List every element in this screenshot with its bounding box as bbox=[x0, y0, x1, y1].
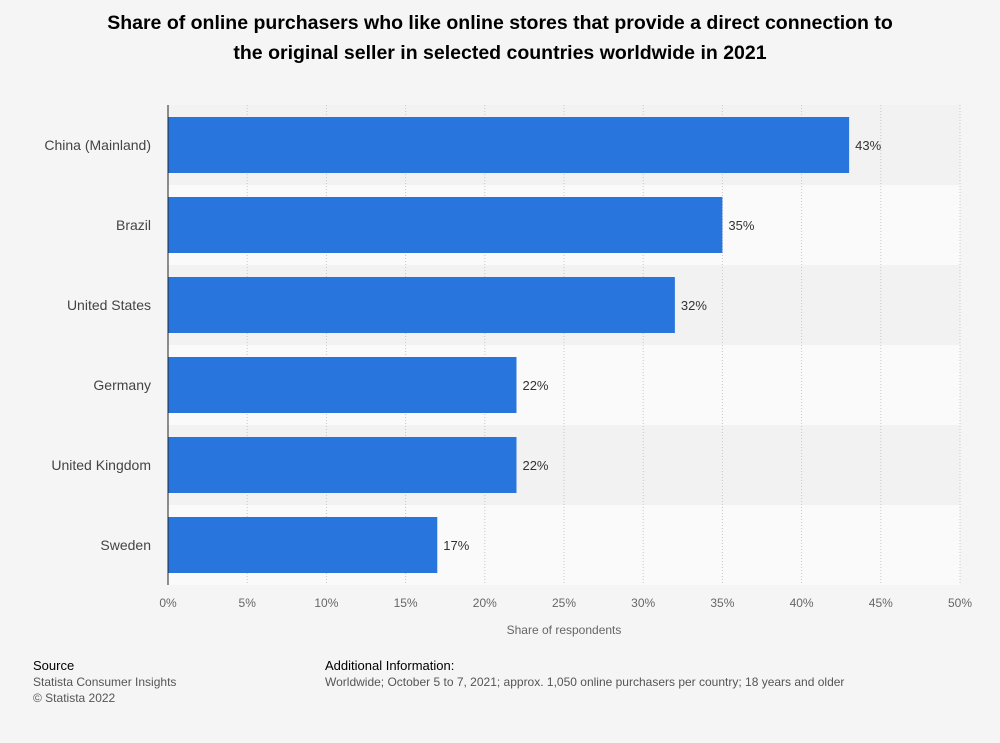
x-tick-label: 30% bbox=[631, 596, 655, 610]
x-tick-label: 0% bbox=[159, 596, 177, 610]
bar-value-label: 22% bbox=[522, 458, 548, 473]
category-label: Brazil bbox=[116, 217, 151, 233]
x-tick-label: 45% bbox=[869, 596, 893, 610]
x-tick-labels: 0% 5% 10% 15% 20% 25% 30% 35% 40% 45% 50% bbox=[159, 596, 972, 610]
bar[interactable] bbox=[168, 437, 517, 493]
category-label: United States bbox=[67, 297, 151, 313]
bars bbox=[168, 117, 850, 573]
bar[interactable] bbox=[168, 357, 517, 413]
chart-title-line-2: the original seller in selected countrie… bbox=[233, 42, 767, 64]
bar[interactable] bbox=[168, 117, 850, 173]
source-heading: Source bbox=[33, 658, 75, 673]
additional-info-text: Worldwide; October 5 to 7, 2021; approx.… bbox=[325, 675, 845, 689]
gridlines bbox=[246, 105, 961, 585]
x-tick-label: 5% bbox=[239, 596, 257, 610]
x-tick-label: 35% bbox=[710, 596, 734, 610]
source-block: Source Statista Consumer Insights © Stat… bbox=[33, 658, 176, 706]
source-line-1: Statista Consumer Insights bbox=[33, 675, 177, 689]
value-labels: 43% 35% 32% 22% 22% 17% bbox=[443, 138, 881, 553]
x-axis-label: Share of respondents bbox=[507, 623, 622, 637]
category-label: China (Mainland) bbox=[44, 137, 151, 153]
additional-info-block: Additional Information: Worldwide; Octob… bbox=[325, 658, 844, 690]
x-tick-label: 20% bbox=[473, 596, 497, 610]
additional-info-heading: Additional Information: bbox=[325, 658, 455, 673]
source-line-2: © Statista 2022 bbox=[33, 691, 116, 705]
x-tick-label: 25% bbox=[552, 596, 576, 610]
x-tick-label: 10% bbox=[314, 596, 338, 610]
x-tick-label: 15% bbox=[394, 596, 418, 610]
category-label: United Kingdom bbox=[51, 457, 151, 473]
x-tick-label: 40% bbox=[790, 596, 814, 610]
bar-value-label: 43% bbox=[855, 138, 881, 153]
bar-chart: 43% 35% 32% 22% 22% 17% China (Mainland) Brazi… bbox=[44, 105, 972, 637]
bar[interactable] bbox=[168, 197, 723, 253]
bar-value-label: 35% bbox=[728, 218, 754, 233]
chart-title-line-1: Share of online purchasers who like onli… bbox=[107, 12, 893, 34]
category-label: Sweden bbox=[100, 537, 151, 553]
x-tick-label: 50% bbox=[948, 596, 972, 610]
bar-value-label: 32% bbox=[681, 298, 707, 313]
category-labels: China (Mainland) Brazil United States Germa… bbox=[44, 137, 151, 553]
chart-title: Share of online purchasers who like onli… bbox=[40, 8, 960, 68]
bar-value-label: 22% bbox=[522, 378, 548, 393]
category-label: Germany bbox=[93, 377, 151, 393]
bar-value-label: 17% bbox=[443, 538, 469, 553]
bar[interactable] bbox=[168, 277, 675, 333]
bar[interactable] bbox=[168, 517, 438, 573]
